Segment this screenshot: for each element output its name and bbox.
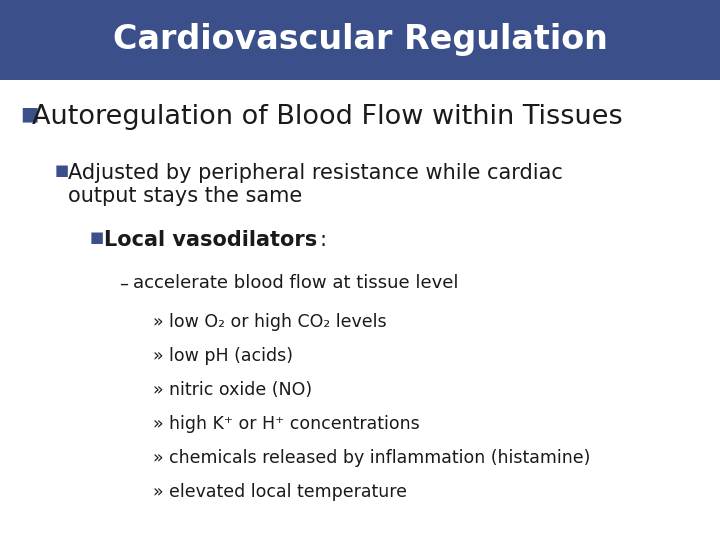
Text: low O₂ or high CO₂ levels: low O₂ or high CO₂ levels [169, 313, 387, 331]
Text: Cardiovascular Regulation: Cardiovascular Regulation [112, 23, 608, 57]
Text: accelerate blood flow at tissue level: accelerate blood flow at tissue level [133, 274, 459, 292]
Text: ■: ■ [89, 230, 104, 245]
Text: high K⁺ or H⁺ concentrations: high K⁺ or H⁺ concentrations [169, 415, 420, 433]
Text: low pH (acids): low pH (acids) [169, 347, 293, 365]
Text: »: » [153, 483, 163, 501]
Text: elevated local temperature: elevated local temperature [169, 483, 408, 501]
Text: ■: ■ [55, 163, 69, 178]
Text: –: – [119, 274, 128, 292]
Text: chemicals released by inflammation (histamine): chemicals released by inflammation (hist… [169, 449, 590, 467]
Text: Local vasodilators: Local vasodilators [104, 230, 318, 250]
Bar [0, 0, 720, 80]
Text: ■: ■ [20, 104, 39, 123]
Text: »: » [153, 313, 163, 331]
Text: Autoregulation of Blood Flow within Tissues: Autoregulation of Blood Flow within Tiss… [32, 104, 623, 130]
Text: »: » [153, 449, 163, 467]
Text: »: » [153, 415, 163, 433]
Text: :: : [319, 230, 326, 250]
Text: Adjusted by peripheral resistance while cardiac
output stays the same: Adjusted by peripheral resistance while … [68, 163, 563, 206]
Text: nitric oxide (NO): nitric oxide (NO) [169, 381, 312, 399]
Text: »: » [153, 381, 163, 399]
Text: »: » [153, 347, 163, 365]
